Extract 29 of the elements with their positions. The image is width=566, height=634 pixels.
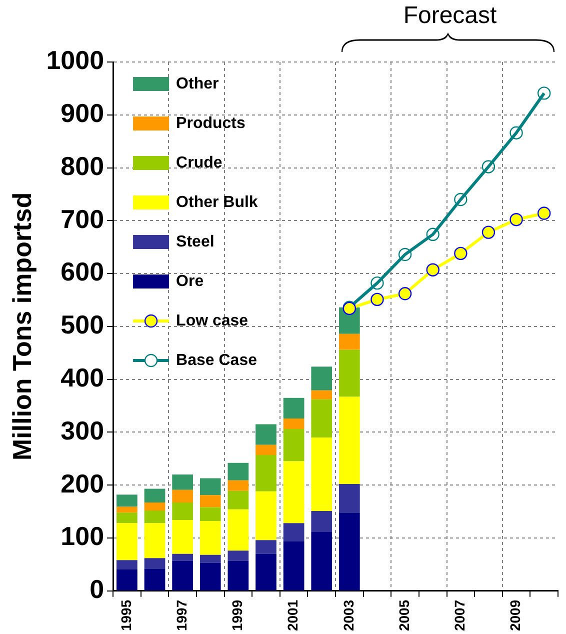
legend-label: Low case bbox=[176, 312, 248, 330]
x-tick-label: 2009 bbox=[507, 600, 524, 632]
y-tick-label: 600 bbox=[60, 256, 104, 287]
text: Forecast bbox=[402, 2, 498, 30]
legend-label: Crude bbox=[176, 154, 222, 172]
y-tick-label: 1000 bbox=[46, 45, 104, 76]
y-tick-label: 0 bbox=[90, 574, 104, 604]
legend-label: Other Bulk bbox=[176, 194, 258, 211]
y-tick-label: 200 bbox=[60, 468, 104, 498]
y-tick-label: 500 bbox=[60, 310, 104, 340]
x-tick-label: 2001 bbox=[284, 600, 301, 632]
x-tick-label: 2007 bbox=[452, 600, 468, 632]
y-tick-label: 700 bbox=[60, 204, 104, 234]
x-tick-label: 2003 bbox=[340, 600, 356, 632]
y-tick-label: 800 bbox=[60, 150, 104, 181]
legend-label: Steel bbox=[176, 233, 214, 250]
legend-label: Products bbox=[176, 114, 246, 132]
y-tick-label: 400 bbox=[60, 362, 104, 392]
legend-label: Other bbox=[176, 75, 219, 92]
legend-label: Base Case bbox=[176, 352, 258, 369]
x-tick-label: 1999 bbox=[229, 600, 246, 632]
legend-label: Ore bbox=[176, 272, 204, 290]
x-tick-label: 1997 bbox=[173, 600, 190, 632]
x-tick-label: 1995 bbox=[118, 600, 134, 632]
y-tick-label: 100 bbox=[60, 521, 104, 552]
x-tick-label: 2005 bbox=[396, 600, 412, 632]
y-tick-label: 300 bbox=[60, 415, 104, 446]
y-axis-title: Million Tons importsd bbox=[6, 192, 37, 461]
y-tick-label: 900 bbox=[60, 98, 104, 128]
